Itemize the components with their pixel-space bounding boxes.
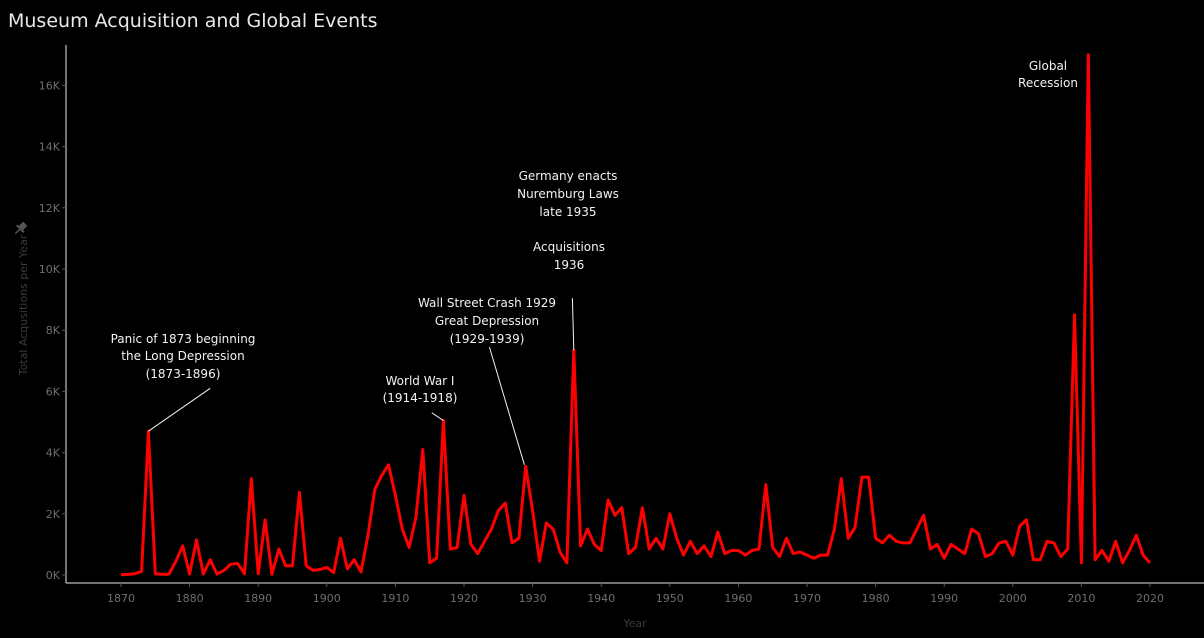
annotation-recession-line-1: Global <box>1029 59 1067 73</box>
annotation-wwi-line-2: (1914-1918) <box>383 391 458 405</box>
annotation-wwi-line-1: World War I <box>386 374 455 388</box>
annotations-layer: Panic of 1873 beginning the Long Depress… <box>111 59 1078 465</box>
x-tick-label: 1960 <box>724 592 752 605</box>
annotation-pointer-panic-1873 <box>148 387 211 432</box>
annotation-crash-1929-line-3: (1929-1939) <box>450 332 525 346</box>
x-tick-label: 1880 <box>176 592 204 605</box>
x-tick-label: 1970 <box>793 592 821 605</box>
annotation-nuremberg-line-2: Nuremburg Laws <box>517 187 619 201</box>
x-tick-label: 1910 <box>381 592 409 605</box>
y-tick-label: 4K <box>46 447 61 460</box>
series-layer <box>120 53 1152 577</box>
x-tick-label: 1870 <box>107 592 135 605</box>
annotation-nuremberg-line-1: Germany enacts <box>519 169 618 183</box>
y-tick-label: 16K <box>39 79 61 92</box>
acquisitions-series-line[interactable] <box>120 53 1152 577</box>
x-tick-label: 2010 <box>1067 592 1095 605</box>
x-tick-label: 1940 <box>587 592 615 605</box>
annotation-panic-1873-line-3: (1873-1896) <box>146 367 221 381</box>
y-tick-label: 10K <box>39 263 61 276</box>
annotation-pointer-crash-1929 <box>488 346 525 465</box>
annotation-acq-1936-line-2: 1936 <box>554 258 585 272</box>
y-tick-label: 6K <box>46 385 61 398</box>
y-axis-title: Total Acqusitions per Year <box>17 234 30 376</box>
chart-title: Museum Acquisition and Global Events <box>8 10 378 32</box>
x-tick-labels: 1870 1880 1890 1900 1910 1920 1930 1940 1950 1960… <box>107 583 1164 605</box>
x-axis-title: Year <box>622 617 647 630</box>
y-tick-label: 2K <box>46 508 61 521</box>
annotation-nuremberg-line-3: late 1935 <box>539 205 596 219</box>
y-tick-label: 12K <box>39 202 61 215</box>
annotation-panic-1873-line-2: the Long Depression <box>121 349 244 363</box>
pin-icon[interactable] <box>12 220 29 237</box>
x-tick-label: 1980 <box>862 592 890 605</box>
x-tick-label: 1930 <box>519 592 547 605</box>
y-tick-labels: 0K 2K 4K 6K 8K 10K 12K 14K 16K <box>39 79 66 582</box>
x-tick-label: 1950 <box>656 592 684 605</box>
x-tick-label: 1920 <box>450 592 478 605</box>
annotation-recession-line-2: Recession <box>1018 76 1078 90</box>
x-tick-label: 1890 <box>244 592 272 605</box>
annotation-acq-1936-line-1: Acquisitions <box>533 240 605 254</box>
annotation-crash-1929-line-2: Great Depression <box>435 314 539 328</box>
x-tick-label: 1990 <box>930 592 958 605</box>
x-tick-label: 2000 <box>999 592 1027 605</box>
annotation-panic-1873-line-1: Panic of 1873 beginning <box>111 332 256 346</box>
x-tick-label: 1900 <box>313 592 341 605</box>
annotation-pointer-wwi <box>431 412 444 421</box>
x-tick-label: 2020 <box>1136 592 1164 605</box>
y-tick-label: 0K <box>46 569 61 582</box>
annotation-crash-1929-line-1: Wall Street Crash 1929 <box>418 296 556 310</box>
y-tick-label: 8K <box>46 324 61 337</box>
y-tick-label: 14K <box>39 141 61 154</box>
annotation-pointer-acq-1936 <box>571 298 575 351</box>
